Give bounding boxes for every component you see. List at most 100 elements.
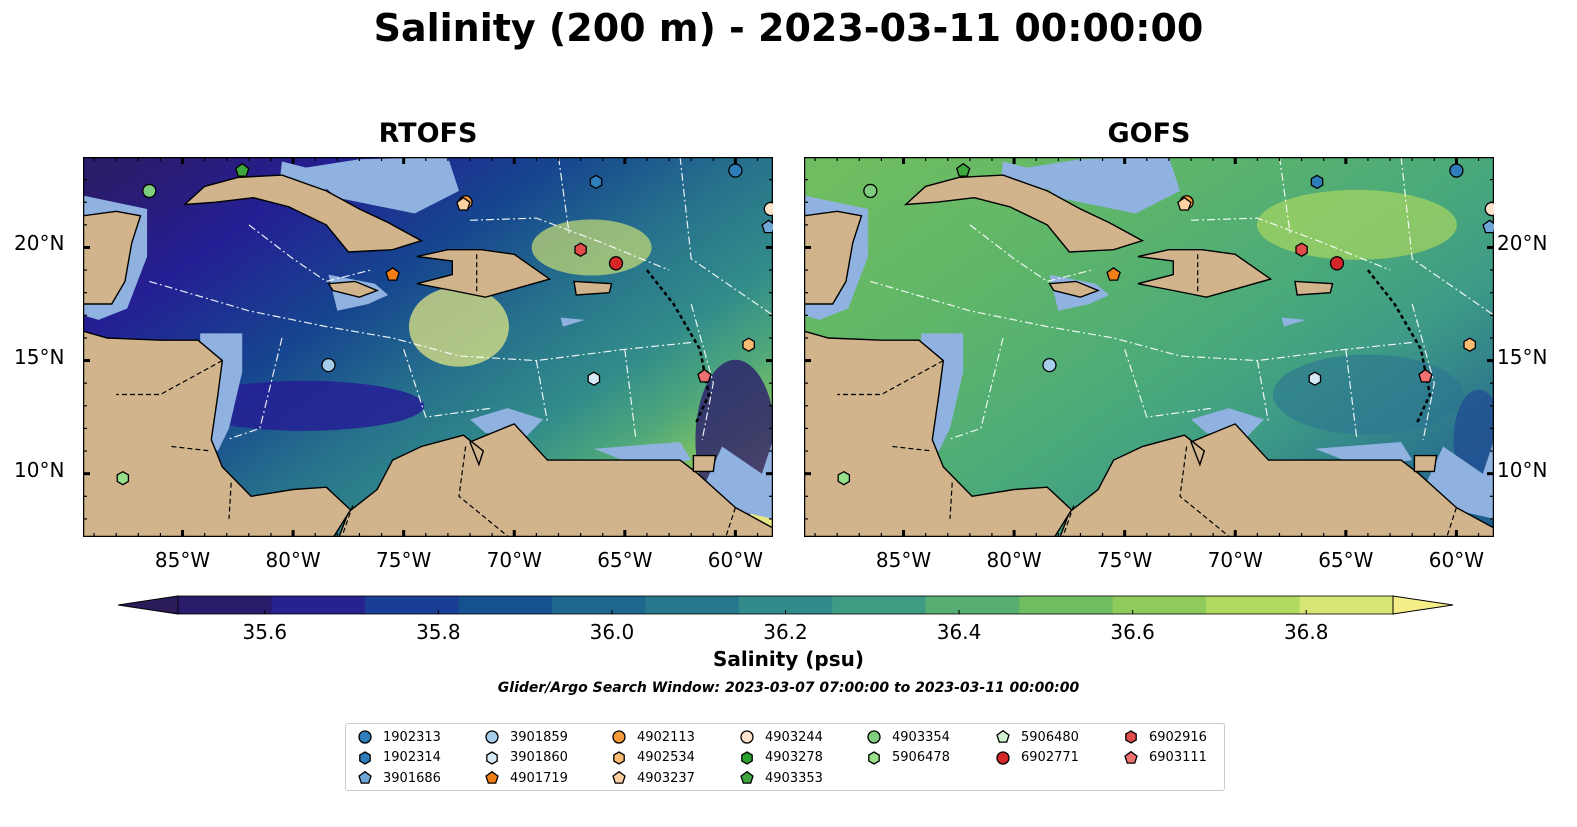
legend-item-4903278: 4903278	[738, 748, 823, 768]
legend-marker	[996, 729, 1010, 743]
lat-label-10n-left: 10°N	[14, 458, 65, 482]
panel-title-rtofs: RTOFS	[378, 118, 478, 149]
eez-boundary	[624, 349, 637, 440]
land-jamaica	[327, 280, 380, 298]
float-marker-4903244	[1484, 201, 1494, 217]
land-jamaica	[1048, 280, 1101, 298]
float-marker-4903244	[763, 201, 773, 217]
colorbar-segment	[364, 596, 459, 614]
float-marker-5906478	[837, 470, 851, 486]
hexagon-marker-icon	[868, 750, 880, 765]
map-frame	[804, 157, 1494, 537]
land-puertorico	[573, 280, 613, 296]
lesser-antilles	[1366, 269, 1432, 425]
float-marker-1902313	[728, 163, 743, 178]
legend-item-3901860: 3901860	[483, 748, 568, 768]
figure-title: Salinity (200 m) - 2023-03-11 00:00:00	[373, 6, 1204, 50]
legend-item-6903111: 6903111	[1122, 748, 1207, 768]
hexagon-marker-icon	[613, 750, 625, 765]
float-marker-4902534	[742, 337, 755, 352]
float-marker-1902314	[589, 174, 603, 190]
land-hispaniola	[1137, 249, 1273, 298]
legend-marker	[612, 730, 626, 744]
legend-item-6902916: 6902916	[1122, 727, 1207, 747]
circle-marker-icon	[740, 730, 754, 744]
lon-label-rtofs: 80°W	[265, 548, 321, 572]
lon-label-rtofs: 65°W	[597, 548, 653, 572]
colorbar	[118, 595, 1453, 615]
legend-item-4902534: 4902534	[610, 748, 695, 768]
legend-label: 3901686	[383, 770, 441, 786]
colorbar-segment	[925, 596, 1020, 614]
colorbar-tick-label: 35.8	[416, 620, 461, 644]
low-salinity-patch	[1272, 354, 1463, 435]
circle-marker-icon	[358, 730, 372, 744]
legend-marker	[358, 770, 372, 784]
eez-boundary	[469, 217, 670, 271]
country-border	[228, 482, 232, 519]
land-cuba	[182, 174, 424, 253]
lat-label-20n-left: 20°N	[14, 231, 65, 255]
eez-boundary	[1124, 349, 1214, 418]
pentagon-marker-icon	[1124, 750, 1138, 764]
legend-label: 1902313	[383, 729, 441, 745]
colorbar-segment	[738, 596, 833, 614]
land-cuba	[903, 174, 1145, 253]
colorbar-segment	[551, 596, 646, 614]
map-panel-gofs[interactable]	[804, 157, 1494, 537]
float-marker-6903111	[1418, 368, 1433, 383]
colorbar-max-extension	[1392, 595, 1453, 615]
legend-label: 5906478	[892, 750, 950, 765]
eez-boundary	[1256, 360, 1269, 422]
eez-boundary	[149, 280, 692, 362]
legend-item-5906478: 5906478	[865, 748, 950, 768]
legend-marker	[612, 770, 626, 784]
shelf-region	[1281, 317, 1306, 327]
lon-label-rtofs: 60°W	[707, 548, 764, 572]
colorbar-segment	[1206, 596, 1301, 614]
colorbar-tick-label: 36.2	[763, 620, 808, 644]
pentagon-marker-icon	[996, 729, 1010, 743]
colorbar-tick-label: 36.6	[1110, 620, 1155, 644]
legend-item-5906480: 5906480	[994, 727, 1079, 747]
legend-label: 4903237	[637, 770, 695, 786]
legend-marker	[1124, 750, 1138, 764]
map-panel-rtofs[interactable]	[83, 157, 773, 537]
lon-label-gofs: 65°W	[1318, 548, 1374, 572]
lat-label-20n-right: 20°N	[1497, 231, 1548, 255]
country-border	[837, 360, 944, 396]
legend-item-4903353: 4903353	[738, 768, 823, 788]
shelf-region	[1022, 157, 1180, 214]
lon-label-gofs: 85°W	[875, 548, 932, 572]
lon-label-gofs: 70°W	[1207, 548, 1263, 572]
legend-label: 4902113	[637, 729, 695, 745]
pentagon-marker-icon	[740, 770, 754, 784]
float-marker-6902916	[574, 242, 587, 257]
pentagon-marker-icon	[612, 770, 626, 784]
float-marker-4901719	[385, 266, 400, 281]
float-marker-6902771	[1329, 256, 1345, 271]
country-border	[949, 482, 953, 519]
land-centralAmerica	[83, 330, 352, 537]
colorbar-segment	[458, 596, 553, 614]
eez-boundary	[1411, 303, 1435, 440]
eez-boundary	[870, 280, 1413, 362]
country-border	[458, 446, 510, 537]
shelf-region	[470, 408, 543, 438]
legend-marker	[485, 770, 499, 784]
high-salinity-patch	[531, 219, 652, 276]
legend-marker	[358, 730, 372, 744]
colorbar-segment	[271, 596, 366, 614]
eez-boundary	[1400, 157, 1494, 316]
country-border	[341, 505, 354, 537]
colorbar-segment	[832, 596, 927, 614]
land-yucatan	[83, 157, 142, 305]
land-yucatan	[804, 157, 863, 305]
colorbar-segment	[1299, 596, 1394, 614]
pentagon-marker-icon	[485, 770, 499, 784]
lon-label-rtofs: 70°W	[486, 548, 542, 572]
legend-label: 6902771	[1021, 750, 1079, 765]
legend-item-4901719: 4901719	[483, 768, 568, 788]
legend-label: 4903278	[765, 750, 823, 765]
land-centralAmerica	[804, 330, 1073, 537]
